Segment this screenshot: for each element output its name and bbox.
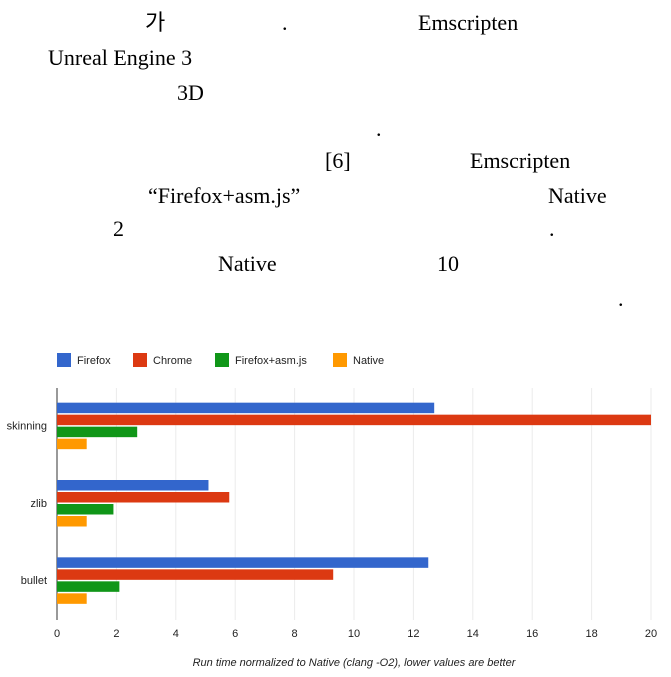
bar (57, 426, 138, 438)
bar (57, 593, 87, 604)
y-tick-label: bullet (21, 575, 47, 587)
legend-swatch (333, 353, 347, 367)
bar (57, 581, 120, 592)
x-tick-label: 10 (348, 628, 360, 640)
x-tick-label: 0 (54, 628, 60, 640)
bar (57, 480, 209, 491)
text-fragment: . (549, 216, 555, 241)
x-tick-label: 8 (292, 628, 298, 640)
legend-swatch (215, 353, 229, 367)
x-tick-label: 2 (113, 628, 119, 640)
text-fragment: 가 (145, 10, 166, 35)
text-fragment: Unreal Engine 3 (48, 45, 193, 70)
text-fragment: . (618, 286, 624, 311)
x-axis-label: Run time normalized to Native (clang -O2… (193, 657, 517, 669)
text-fragment: . (376, 116, 382, 141)
legend-label: Chrome (153, 355, 192, 367)
text-fragment: “Firefox+asm.js” (148, 183, 301, 208)
legend-label: Firefox+asm.js (235, 355, 307, 367)
bar (57, 557, 429, 568)
text-fragment: . (282, 10, 288, 35)
bar (57, 402, 435, 414)
text-fragment: Native (548, 183, 607, 208)
x-tick-label: 16 (526, 628, 538, 640)
x-tick-label: 20 (645, 628, 657, 640)
x-tick-label: 6 (232, 628, 238, 640)
x-tick-label: 12 (407, 628, 419, 640)
text-fragment: 10 (437, 251, 459, 276)
legend-swatch (133, 353, 147, 367)
bar (57, 569, 334, 580)
text-fragment: 2 (113, 216, 124, 241)
x-tick-label: 4 (173, 628, 179, 640)
text-fragment: Emscripten (418, 10, 519, 35)
x-tick-label: 14 (467, 628, 479, 640)
legend-label: Native (353, 355, 384, 367)
text-fragment: 3D (177, 80, 204, 105)
bar (57, 516, 87, 527)
y-tick-label: zlib (30, 498, 47, 510)
bar (57, 414, 651, 426)
bar (57, 504, 114, 515)
bar (57, 438, 87, 450)
legend-label: Firefox (77, 355, 111, 367)
legend-swatch (57, 353, 71, 367)
bar (57, 492, 230, 503)
text-fragment: Emscripten (470, 148, 571, 173)
text-fragment: [6] (325, 148, 351, 173)
text-fragment: Native (218, 251, 277, 276)
x-tick-label: 18 (585, 628, 597, 640)
y-tick-label: skinning (7, 421, 47, 433)
